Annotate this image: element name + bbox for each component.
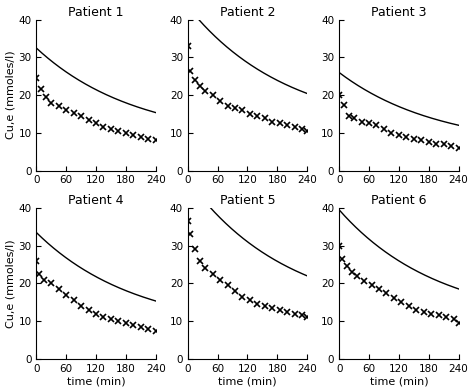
- Title: Patient 1: Patient 1: [68, 5, 124, 18]
- Title: Patient 6: Patient 6: [371, 194, 427, 207]
- Title: Patient 4: Patient 4: [68, 194, 124, 207]
- X-axis label: time (min): time (min): [370, 376, 428, 387]
- Y-axis label: Cu,e (mmoles/l): Cu,e (mmoles/l): [6, 51, 16, 140]
- Title: Patient 2: Patient 2: [219, 5, 275, 18]
- Title: Patient 3: Patient 3: [371, 5, 427, 18]
- X-axis label: time (min): time (min): [218, 376, 277, 387]
- X-axis label: time (min): time (min): [67, 376, 125, 387]
- Y-axis label: Cu,e (mmoles/l): Cu,e (mmoles/l): [6, 239, 16, 328]
- Title: Patient 5: Patient 5: [219, 194, 275, 207]
